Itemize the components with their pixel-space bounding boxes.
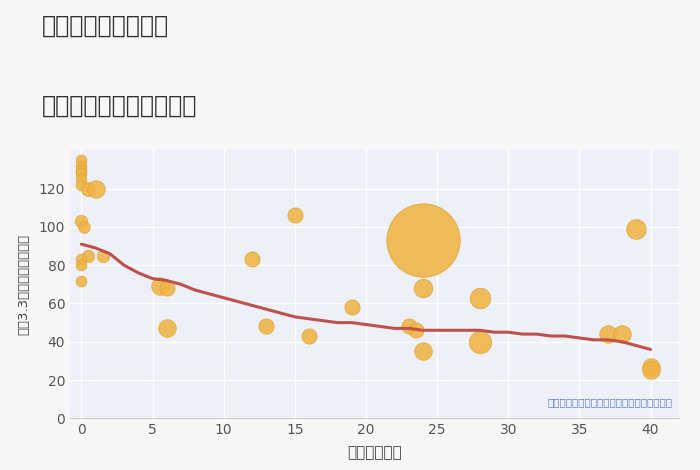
Point — [161, 284, 172, 292]
Point — [161, 325, 172, 332]
X-axis label: 築年数（年）: 築年数（年） — [347, 446, 402, 461]
Point — [403, 323, 414, 330]
Point — [417, 284, 428, 292]
Point — [261, 323, 272, 330]
Point — [617, 330, 628, 338]
Point — [417, 348, 428, 355]
Point — [83, 252, 94, 259]
Point — [645, 363, 656, 370]
Point — [76, 181, 87, 188]
Point — [474, 294, 485, 302]
Point — [83, 185, 94, 192]
Point — [76, 156, 87, 164]
Point — [78, 223, 90, 231]
Point — [303, 332, 314, 340]
Text: 円の大きさは、取引のあった物件面積を示す: 円の大きさは、取引のあった物件面積を示す — [548, 398, 673, 407]
Text: 千葉県柏市大山台の: 千葉県柏市大山台の — [42, 14, 169, 38]
Point — [76, 166, 87, 173]
Point — [76, 175, 87, 183]
Point — [474, 338, 485, 345]
Point — [154, 282, 165, 290]
Point — [76, 261, 87, 269]
Point — [97, 252, 108, 259]
Point — [410, 327, 421, 334]
Point — [289, 212, 300, 219]
Point — [90, 185, 101, 192]
Point — [246, 256, 258, 263]
Point — [602, 330, 613, 338]
Point — [76, 170, 87, 177]
Point — [645, 367, 656, 374]
Point — [346, 304, 357, 311]
Point — [76, 218, 87, 225]
Text: 築年数別中古戸建て価格: 築年数別中古戸建て価格 — [42, 94, 197, 118]
Point — [631, 225, 642, 233]
Point — [76, 277, 87, 284]
Point — [76, 162, 87, 170]
Y-axis label: 坪（3.3㎡）単価（万円）: 坪（3.3㎡）単価（万円） — [18, 234, 30, 335]
Point — [417, 236, 428, 244]
Point — [76, 256, 87, 263]
